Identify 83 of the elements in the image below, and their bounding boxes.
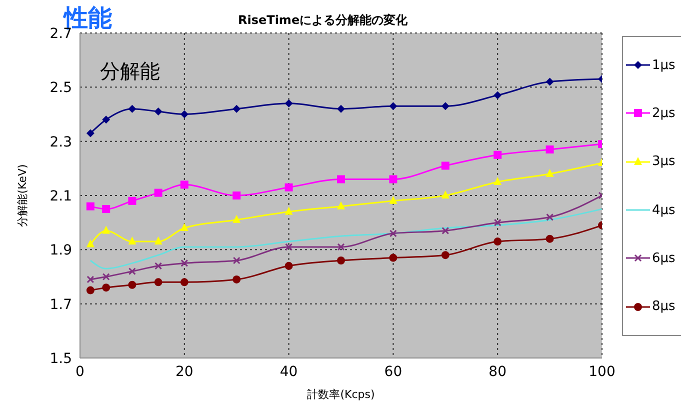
point: [128, 280, 136, 289]
point: [102, 284, 110, 292]
point: [337, 175, 345, 184]
point: [389, 102, 398, 110]
y-tick-label: 2.5: [50, 80, 72, 96]
point: [232, 214, 241, 223]
point: [337, 256, 345, 264]
x-tick-label: 20: [175, 364, 194, 380]
point: [442, 226, 450, 234]
legend-label: 6μs: [652, 250, 676, 266]
point: [337, 104, 345, 113]
legend-label: 8μs: [652, 299, 676, 314]
point: [389, 254, 398, 262]
point: [86, 286, 94, 294]
y-tick-label: 1.5: [50, 350, 72, 367]
point: [128, 268, 136, 276]
point: [232, 192, 241, 200]
annotation: 分解能: [100, 59, 160, 83]
point: [86, 129, 94, 138]
x-axis-title: 計数率(Kcps): [307, 388, 375, 401]
point: [232, 275, 241, 284]
point: [546, 145, 554, 154]
line-series: [90, 208, 602, 270]
chart-title: RiseTimeによる分解能の変化: [238, 12, 408, 29]
x-tick-label: 80: [488, 364, 507, 380]
point: [128, 196, 136, 205]
point: [494, 238, 502, 246]
x-tick-label: 100: [588, 364, 616, 380]
point: [102, 226, 110, 234]
point: [389, 196, 398, 204]
point: [180, 259, 188, 267]
legend-label: 2μs: [652, 106, 676, 121]
point: [180, 180, 188, 189]
point: [546, 213, 554, 221]
point: [494, 150, 502, 159]
x-tick-label: 60: [384, 364, 402, 380]
legend-label: 3μs: [652, 154, 676, 170]
point: [284, 262, 293, 270]
point: [154, 236, 162, 245]
point: [546, 78, 554, 86]
y-tick-label: 2.1: [50, 188, 72, 204]
point: [102, 116, 110, 124]
point: [154, 262, 162, 270]
point: [102, 205, 110, 214]
y-tick-label: 2.3: [50, 134, 72, 150]
point: [154, 278, 162, 286]
point: [180, 223, 188, 231]
point: [441, 190, 450, 198]
point: [180, 278, 188, 286]
y-tick-label: 1.9: [50, 242, 72, 259]
y-tick-label: 1.7: [50, 296, 72, 313]
point: [180, 110, 188, 118]
point: [546, 234, 554, 243]
point: [441, 162, 450, 170]
point: [441, 251, 450, 260]
point: [284, 99, 293, 108]
point: [389, 175, 398, 184]
point: [546, 168, 554, 177]
x-tick-label: 0: [76, 364, 84, 380]
point: [389, 230, 397, 238]
legend-label: 4μs: [652, 202, 676, 218]
point: [154, 108, 162, 116]
point: [285, 243, 293, 251]
point: [284, 206, 293, 215]
legend-label: 1μs: [652, 58, 676, 73]
point: [232, 256, 240, 264]
point: [154, 188, 162, 197]
x-tick-label: 40: [280, 364, 298, 380]
point: [86, 239, 94, 248]
point: [128, 236, 136, 245]
point: [232, 104, 241, 113]
point: [284, 183, 293, 192]
point: [494, 218, 502, 226]
y-axis-title: 分解能(KeV): [16, 164, 29, 227]
point: [494, 176, 502, 185]
point: [102, 273, 110, 280]
point: [441, 102, 450, 110]
point: [128, 104, 136, 113]
point: [86, 276, 94, 284]
point: [494, 91, 502, 100]
point: [337, 243, 345, 251]
point: [86, 202, 94, 210]
point: [337, 201, 345, 210]
